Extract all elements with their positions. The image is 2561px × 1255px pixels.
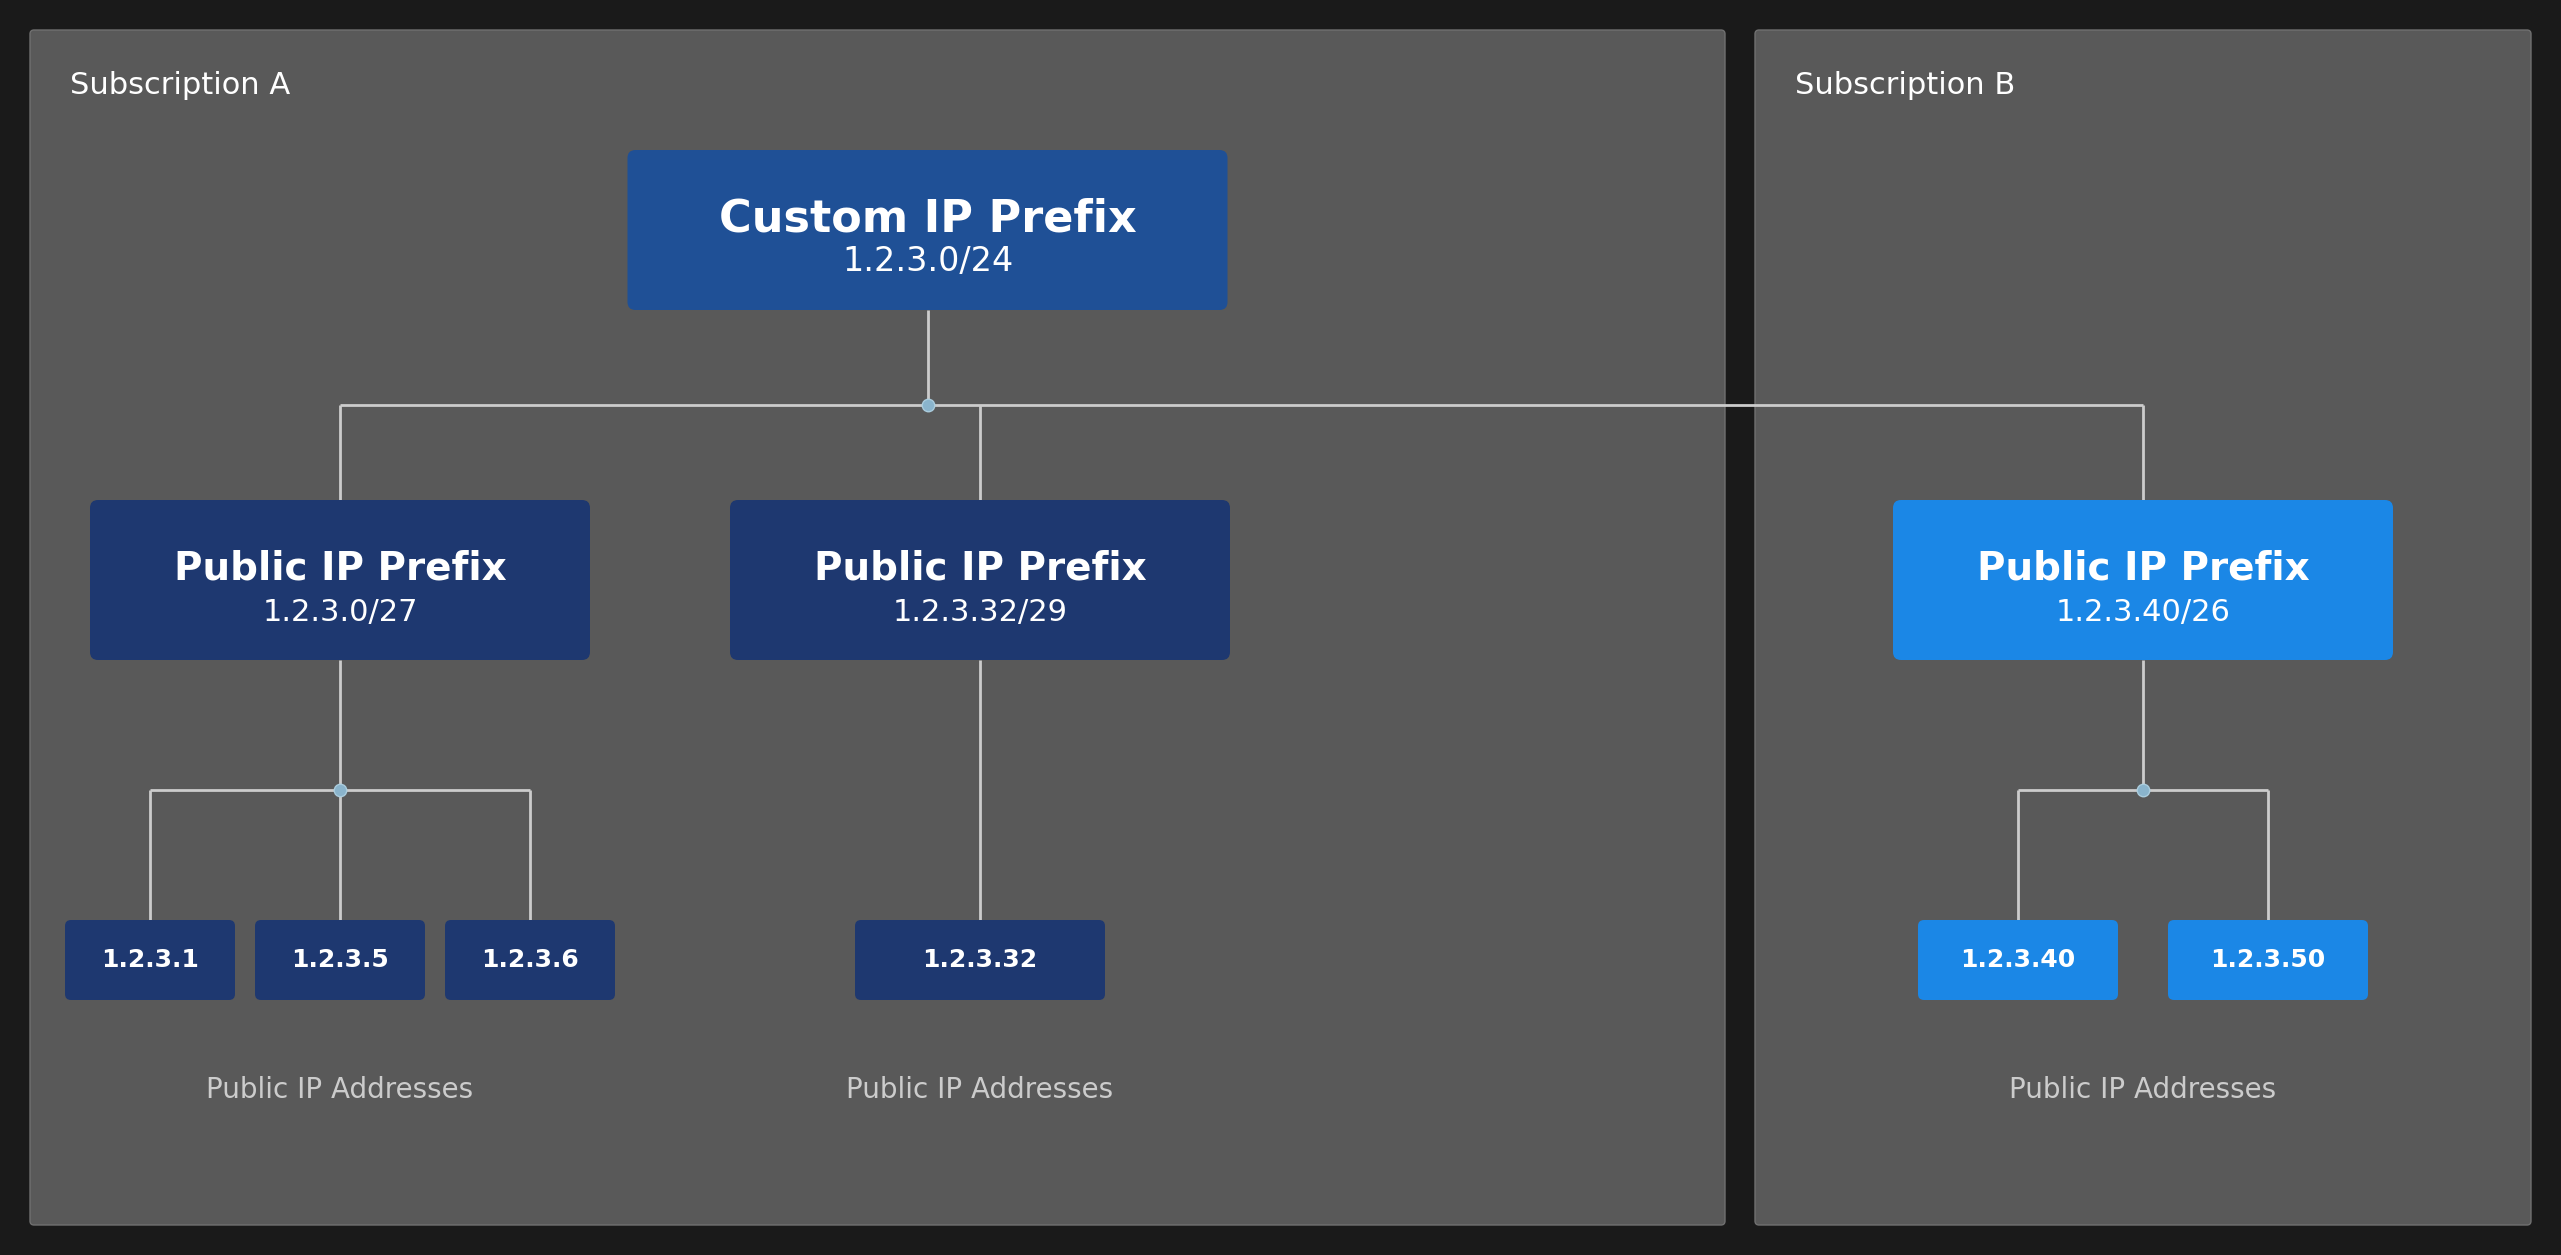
Text: Public IP Prefix: Public IP Prefix — [1977, 550, 2310, 587]
Text: Public IP Addresses: Public IP Addresses — [848, 1076, 1114, 1104]
Text: Public IP Addresses: Public IP Addresses — [2010, 1076, 2277, 1104]
FancyBboxPatch shape — [627, 151, 1227, 310]
Text: 1.2.3.50: 1.2.3.50 — [2210, 948, 2325, 973]
Text: 1.2.3.6: 1.2.3.6 — [481, 948, 579, 973]
Text: Public IP Prefix: Public IP Prefix — [174, 550, 507, 587]
Text: 1.2.3.0/27: 1.2.3.0/27 — [261, 597, 417, 626]
FancyBboxPatch shape — [730, 499, 1229, 660]
FancyBboxPatch shape — [1893, 499, 2392, 660]
FancyBboxPatch shape — [1918, 920, 2118, 1000]
Text: 1.2.3.40: 1.2.3.40 — [1959, 948, 2074, 973]
Text: Subscription A: Subscription A — [69, 70, 289, 99]
Text: 1.2.3.32/29: 1.2.3.32/29 — [891, 597, 1068, 626]
Text: Public IP Addresses: Public IP Addresses — [207, 1076, 474, 1104]
FancyBboxPatch shape — [855, 920, 1104, 1000]
Text: 1.2.3.32: 1.2.3.32 — [922, 948, 1037, 973]
FancyBboxPatch shape — [90, 499, 589, 660]
FancyBboxPatch shape — [31, 30, 1726, 1225]
FancyBboxPatch shape — [2169, 920, 2369, 1000]
Text: Public IP Prefix: Public IP Prefix — [814, 550, 1147, 587]
FancyBboxPatch shape — [64, 920, 236, 1000]
Text: Custom IP Prefix: Custom IP Prefix — [720, 197, 1137, 240]
FancyBboxPatch shape — [1754, 30, 2530, 1225]
Text: 1.2.3.1: 1.2.3.1 — [100, 948, 200, 973]
FancyBboxPatch shape — [256, 920, 425, 1000]
Text: 1.2.3.0/24: 1.2.3.0/24 — [843, 246, 1014, 279]
Text: 1.2.3.5: 1.2.3.5 — [292, 948, 389, 973]
FancyBboxPatch shape — [446, 920, 615, 1000]
Text: 1.2.3.40/26: 1.2.3.40/26 — [2056, 597, 2231, 626]
Text: Subscription B: Subscription B — [1795, 70, 2016, 99]
